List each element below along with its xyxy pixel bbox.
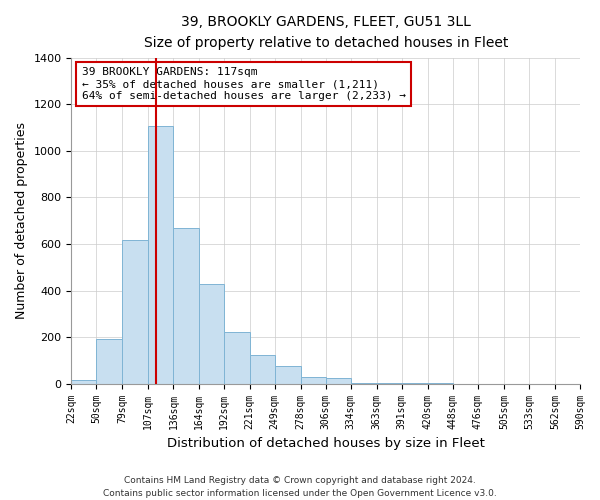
- X-axis label: Distribution of detached houses by size in Fleet: Distribution of detached houses by size …: [167, 437, 485, 450]
- Bar: [122, 240, 148, 384]
- Bar: [275, 366, 301, 384]
- Bar: [173, 228, 199, 384]
- Bar: [377, 382, 402, 384]
- Bar: [148, 126, 173, 384]
- Bar: [224, 332, 250, 384]
- Bar: [250, 354, 275, 384]
- Bar: [71, 380, 97, 384]
- Y-axis label: Number of detached properties: Number of detached properties: [15, 122, 28, 319]
- Bar: [301, 376, 326, 384]
- Bar: [351, 382, 377, 384]
- Text: Contains HM Land Registry data © Crown copyright and database right 2024.
Contai: Contains HM Land Registry data © Crown c…: [103, 476, 497, 498]
- Text: 39 BROOKLY GARDENS: 117sqm
← 35% of detached houses are smaller (1,211)
64% of s: 39 BROOKLY GARDENS: 117sqm ← 35% of deta…: [82, 68, 406, 100]
- Title: 39, BROOKLY GARDENS, FLEET, GU51 3LL
Size of property relative to detached house: 39, BROOKLY GARDENS, FLEET, GU51 3LL Siz…: [143, 15, 508, 50]
- Bar: [199, 284, 224, 384]
- Bar: [326, 378, 351, 384]
- Bar: [97, 340, 122, 384]
